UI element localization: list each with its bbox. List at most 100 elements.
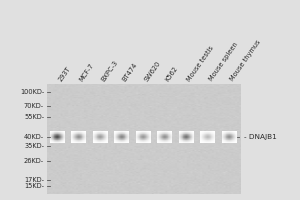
Bar [162, 134, 163, 135]
Bar [157, 132, 158, 133]
Bar [85, 134, 86, 135]
Bar [157, 133, 158, 134]
Bar [192, 137, 193, 138]
Bar [100, 134, 101, 135]
Bar [163, 135, 164, 136]
Bar [97, 138, 98, 139]
Bar [148, 140, 149, 141]
Bar [234, 135, 235, 136]
Bar [103, 131, 104, 132]
Bar [117, 137, 118, 138]
Bar [120, 135, 121, 136]
Bar [183, 140, 184, 141]
Bar [235, 137, 236, 138]
Bar [160, 141, 161, 142]
Bar [209, 141, 210, 142]
Bar [57, 135, 58, 136]
Bar [80, 142, 81, 143]
Bar [145, 137, 146, 138]
Bar [142, 136, 143, 137]
Bar [226, 139, 227, 140]
Bar [72, 134, 73, 135]
Bar [116, 140, 117, 141]
Bar [85, 142, 86, 143]
Bar [160, 134, 161, 135]
Bar [191, 142, 192, 143]
Bar [143, 137, 144, 138]
Bar [119, 142, 120, 143]
Bar [235, 132, 236, 133]
Bar [144, 137, 145, 138]
Bar [98, 132, 99, 133]
Bar [193, 138, 194, 139]
Bar [121, 135, 122, 136]
Bar [233, 141, 234, 142]
Bar [106, 136, 107, 137]
Bar [164, 140, 165, 141]
Bar [140, 137, 141, 138]
Bar [178, 139, 179, 140]
Bar [106, 137, 107, 138]
Bar [205, 133, 206, 134]
Bar [140, 142, 141, 143]
Bar [103, 136, 104, 137]
Bar [98, 134, 99, 135]
Bar [184, 134, 185, 135]
Bar [105, 139, 106, 140]
Bar [104, 131, 105, 132]
Bar [97, 142, 98, 143]
Bar [147, 142, 148, 143]
Bar [141, 134, 142, 135]
Bar [84, 138, 85, 139]
Bar [233, 138, 234, 139]
Bar [180, 142, 181, 143]
Bar [136, 142, 137, 143]
Bar [168, 141, 169, 142]
Bar [117, 136, 118, 137]
Bar [169, 141, 170, 142]
Bar [160, 136, 161, 137]
Bar [167, 137, 168, 138]
Bar [200, 142, 201, 143]
Bar [71, 141, 72, 142]
Bar [231, 132, 232, 133]
Bar [214, 136, 215, 137]
Bar [74, 134, 75, 135]
Bar [166, 141, 167, 142]
Bar [178, 136, 179, 137]
Bar [230, 135, 231, 136]
Bar [208, 142, 209, 143]
Bar [125, 131, 126, 132]
Bar [202, 136, 203, 137]
Bar [137, 131, 138, 132]
Bar [136, 136, 137, 137]
Bar [74, 141, 75, 142]
Bar [163, 134, 164, 135]
Bar [146, 132, 147, 133]
Bar [234, 136, 235, 137]
Bar [51, 142, 52, 143]
Bar [101, 142, 102, 143]
Bar [140, 140, 141, 141]
Bar [60, 142, 61, 143]
Bar [119, 139, 120, 140]
Bar [178, 141, 179, 142]
Bar [211, 134, 212, 135]
Bar [203, 135, 204, 136]
Bar [61, 137, 62, 138]
Bar [160, 136, 161, 137]
Bar [209, 135, 210, 136]
Bar [161, 134, 162, 135]
Bar [100, 133, 101, 134]
Bar [79, 132, 80, 133]
Bar [105, 140, 106, 141]
Bar [163, 132, 164, 133]
Bar [202, 133, 203, 134]
Bar [186, 132, 187, 133]
Bar [203, 142, 204, 143]
Bar [56, 141, 57, 142]
Bar [80, 134, 81, 135]
Bar [75, 131, 76, 132]
Bar [224, 139, 225, 140]
Bar [117, 134, 118, 135]
